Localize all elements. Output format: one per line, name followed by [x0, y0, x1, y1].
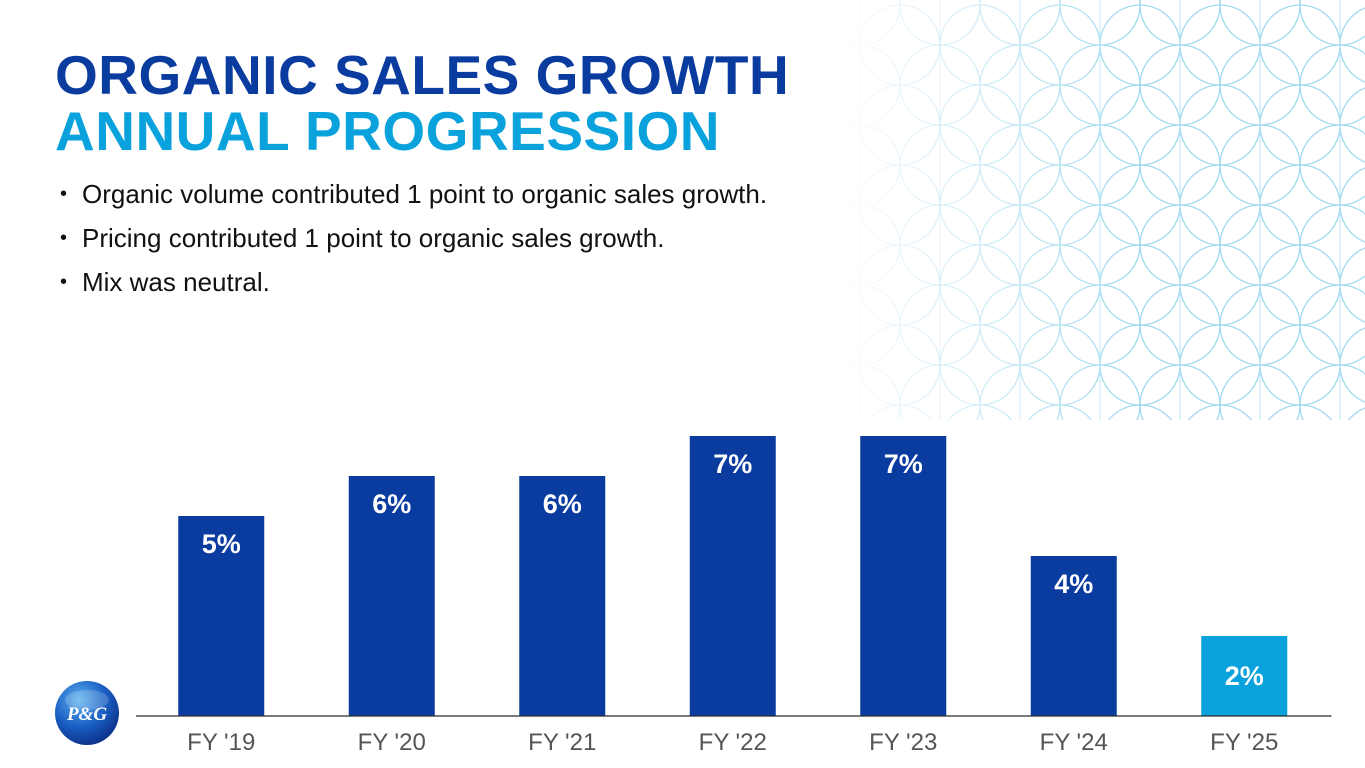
bullet-item: • Organic volume contributed 1 point to o… [60, 174, 767, 218]
bullet-list: • Organic volume contributed 1 point to o… [60, 174, 767, 306]
bar-2 [348, 476, 435, 716]
bullet-text: Pricing contributed 1 point to organic s… [82, 223, 665, 253]
bar-3 [519, 476, 606, 716]
bar-4 [689, 436, 776, 716]
bar-value-label: 7% [884, 449, 923, 479]
bar-value-label: 7% [713, 449, 752, 479]
x-tick-label: FY '24 [1040, 729, 1108, 756]
bar-value-label: 6% [543, 489, 582, 519]
pg-logo: P&G [55, 681, 119, 745]
decorative-circle-pattern [840, 0, 1365, 420]
bar-value-label: 5% [202, 529, 241, 559]
page-title: ORGANIC SALES GROWTH [55, 44, 790, 106]
x-tick-label: FY '25 [1210, 729, 1278, 756]
bar-1 [178, 516, 265, 716]
bar-value-label: 4% [1054, 569, 1093, 599]
bullet-dot-icon: • [60, 183, 68, 205]
page-subtitle: ANNUAL PROGRESSION [55, 100, 720, 162]
bar-6 [1030, 556, 1117, 716]
bar-5 [860, 436, 947, 716]
bar-7 [1201, 636, 1288, 716]
x-tick-label: FY '23 [869, 729, 937, 756]
x-tick-label: FY '19 [187, 729, 255, 756]
logo-text: P&G [66, 704, 107, 725]
logo-circle [55, 681, 119, 745]
bullet-text: Organic volume contributed 1 point to or… [82, 179, 768, 209]
x-tick-label: FY '20 [358, 729, 426, 756]
bullet-item: • Pricing contributed 1 point to organic … [60, 218, 767, 262]
bar-value-label: 6% [372, 489, 411, 519]
x-tick-label: FY '21 [528, 729, 596, 756]
bullet-item: • Mix was neutral. [60, 262, 767, 306]
bullet-dot-icon: • [60, 271, 68, 293]
bullet-dot-icon: • [60, 227, 68, 249]
x-tick-label: FY '22 [699, 729, 767, 756]
bar-value-label: 2% [1225, 661, 1264, 691]
bullet-text: Mix was neutral. [82, 267, 270, 297]
